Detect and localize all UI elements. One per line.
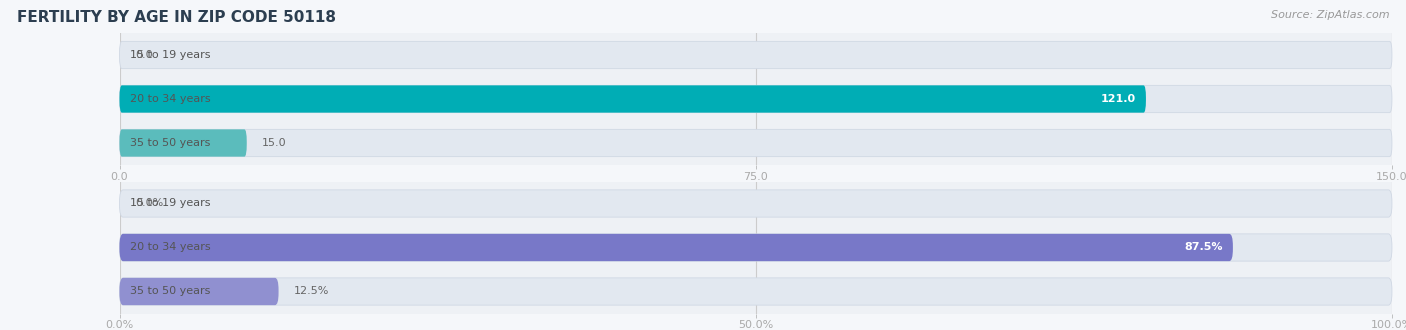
Text: 87.5%: 87.5% xyxy=(1184,243,1223,252)
Text: 0.0: 0.0 xyxy=(135,50,152,60)
Text: 15 to 19 years: 15 to 19 years xyxy=(129,50,209,60)
Text: 35 to 50 years: 35 to 50 years xyxy=(129,138,209,148)
FancyBboxPatch shape xyxy=(120,278,278,305)
FancyBboxPatch shape xyxy=(120,85,1392,113)
Text: 15.0: 15.0 xyxy=(262,138,287,148)
Text: 20 to 34 years: 20 to 34 years xyxy=(129,243,211,252)
Text: FERTILITY BY AGE IN ZIP CODE 50118: FERTILITY BY AGE IN ZIP CODE 50118 xyxy=(17,10,336,25)
Text: 0.0%: 0.0% xyxy=(135,199,163,209)
Text: 12.5%: 12.5% xyxy=(294,286,329,296)
Text: 35 to 50 years: 35 to 50 years xyxy=(129,286,209,296)
FancyBboxPatch shape xyxy=(120,234,1392,261)
FancyBboxPatch shape xyxy=(120,234,1233,261)
FancyBboxPatch shape xyxy=(120,41,1392,69)
FancyBboxPatch shape xyxy=(120,85,1146,113)
FancyBboxPatch shape xyxy=(120,278,1392,305)
FancyBboxPatch shape xyxy=(120,129,1392,157)
Text: 20 to 34 years: 20 to 34 years xyxy=(129,94,211,104)
Text: 121.0: 121.0 xyxy=(1101,94,1136,104)
Text: 15 to 19 years: 15 to 19 years xyxy=(129,199,209,209)
FancyBboxPatch shape xyxy=(120,129,247,157)
Text: Source: ZipAtlas.com: Source: ZipAtlas.com xyxy=(1271,10,1389,20)
FancyBboxPatch shape xyxy=(120,190,1392,217)
